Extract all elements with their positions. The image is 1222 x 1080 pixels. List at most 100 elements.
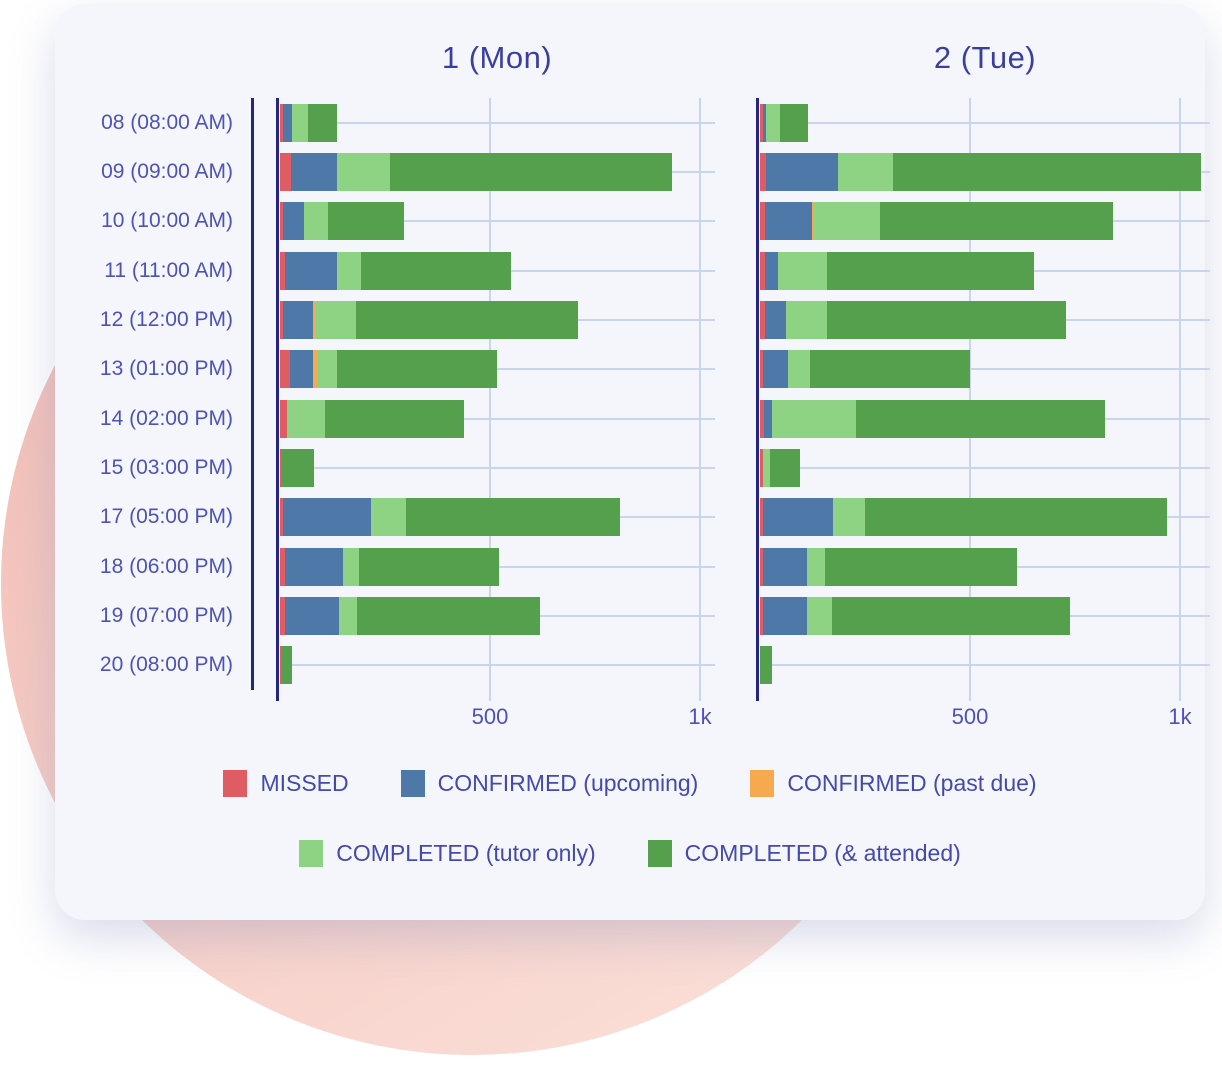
bar-segment[interactable] <box>764 251 779 290</box>
legend-item[interactable]: COMPLETED (& attended) <box>647 840 961 867</box>
bar-segment[interactable] <box>760 153 766 191</box>
bar-segment[interactable] <box>280 597 286 635</box>
bar-segment[interactable] <box>765 153 838 191</box>
bar-segment[interactable] <box>765 103 780 142</box>
bar-segment[interactable] <box>826 301 1067 339</box>
bar-segment[interactable] <box>760 202 765 241</box>
bar-segment[interactable] <box>280 449 283 487</box>
bar-segment[interactable] <box>361 251 512 290</box>
bar-segment[interactable] <box>760 301 765 339</box>
bar-segment[interactable] <box>280 399 288 438</box>
bar-segment[interactable] <box>762 498 833 537</box>
bar-segment[interactable] <box>280 350 290 389</box>
bar-segment[interactable] <box>312 301 316 339</box>
legend-item[interactable]: COMPLETED (tutor only) <box>299 840 596 867</box>
bar-segment[interactable] <box>291 103 309 142</box>
bar-segment[interactable] <box>786 301 827 339</box>
legend-item[interactable]: CONFIRMED (past due) <box>750 770 1037 797</box>
bar-segment[interactable] <box>760 399 765 438</box>
bar-segment[interactable] <box>811 202 815 241</box>
bar-segment[interactable] <box>282 301 313 339</box>
bar-segment[interactable] <box>312 350 318 389</box>
bar-segment[interactable] <box>763 103 766 142</box>
bar-segment[interactable] <box>855 399 1106 438</box>
legend-item[interactable]: CONFIRMED (upcoming) <box>400 770 698 797</box>
bar-segment[interactable] <box>325 399 464 438</box>
bar-segment[interactable] <box>282 449 314 487</box>
bar-segment[interactable] <box>778 251 828 290</box>
bar-segment[interactable] <box>892 153 1201 191</box>
bar-segment[interactable] <box>337 153 391 191</box>
bar-segment[interactable] <box>304 202 329 241</box>
bar-segment[interactable] <box>837 153 893 191</box>
bar-segment[interactable] <box>287 399 326 438</box>
bar-segment[interactable] <box>810 350 970 389</box>
bar-segment[interactable] <box>284 251 337 290</box>
bar-segment[interactable] <box>338 251 362 290</box>
bar-segment[interactable] <box>280 547 286 586</box>
bar-segment[interactable] <box>832 498 865 537</box>
bar-segment[interactable] <box>825 547 1018 586</box>
bar-segment[interactable] <box>358 547 499 586</box>
bar-segment[interactable] <box>760 103 764 142</box>
bar-segment[interactable] <box>760 498 763 537</box>
bar-segment[interactable] <box>317 350 337 389</box>
bar-segment[interactable] <box>280 301 283 339</box>
bar-segment[interactable] <box>283 103 292 142</box>
bar-segment[interactable] <box>762 350 789 389</box>
bar-segment[interactable] <box>764 301 787 339</box>
bar-segment[interactable] <box>762 547 807 586</box>
bar-segment[interactable] <box>285 597 340 635</box>
bar-segment[interactable] <box>289 350 313 389</box>
bar-segment[interactable] <box>760 646 772 685</box>
bar-segment[interactable] <box>280 103 284 142</box>
bar-segment[interactable] <box>342 547 359 586</box>
bar-segment[interactable] <box>336 251 339 290</box>
bar-segment[interactable] <box>879 202 1113 241</box>
bar-segment[interactable] <box>806 547 826 586</box>
bar-segment[interactable] <box>764 399 773 438</box>
bar-segment[interactable] <box>814 202 880 241</box>
bar-segment[interactable] <box>356 301 578 339</box>
bar-segment[interactable] <box>315 301 357 339</box>
bar-segment[interactable] <box>406 498 621 537</box>
bar-segment[interactable] <box>280 202 283 241</box>
axis-tick <box>489 690 491 701</box>
bar-segment[interactable] <box>282 498 372 537</box>
bar-segment[interactable] <box>280 498 283 537</box>
bar-segment[interactable] <box>280 251 285 290</box>
bar-segment[interactable] <box>760 449 763 487</box>
bar-segment[interactable] <box>788 350 811 389</box>
bar-segment[interactable] <box>764 202 812 241</box>
bar-segment[interactable] <box>762 449 771 487</box>
bar-segment[interactable] <box>285 547 343 586</box>
bar-segment[interactable] <box>371 498 406 537</box>
bar-segment[interactable] <box>280 153 291 191</box>
bar-segment[interactable] <box>290 153 338 191</box>
bar-segment[interactable] <box>760 251 765 290</box>
bar-segment[interactable] <box>865 498 1167 537</box>
bar-segment[interactable] <box>760 597 763 635</box>
bar-segment[interactable] <box>770 449 801 487</box>
bar-segment[interactable] <box>328 202 404 241</box>
row-gridline <box>280 467 715 469</box>
bar-segment[interactable] <box>282 202 305 241</box>
bar-segment[interactable] <box>762 597 808 635</box>
bar-segment[interactable] <box>336 350 498 389</box>
bar-segment[interactable] <box>807 597 832 635</box>
value-gridline <box>699 98 701 690</box>
legend-item[interactable]: MISSED <box>223 770 349 797</box>
bar-segment[interactable] <box>308 103 338 142</box>
bar-segment[interactable] <box>831 597 1071 635</box>
bar-segment[interactable] <box>390 153 673 191</box>
bar-segment[interactable] <box>779 103 809 142</box>
value-gridline <box>969 98 971 690</box>
bar-segment[interactable] <box>772 399 856 438</box>
bar-segment[interactable] <box>357 597 540 635</box>
bar-segment[interactable] <box>339 597 358 635</box>
bar-segment[interactable] <box>280 646 283 685</box>
bar-segment[interactable] <box>760 350 763 389</box>
bar-segment[interactable] <box>760 547 763 586</box>
bar-segment[interactable] <box>282 646 293 685</box>
bar-segment[interactable] <box>827 251 1034 290</box>
